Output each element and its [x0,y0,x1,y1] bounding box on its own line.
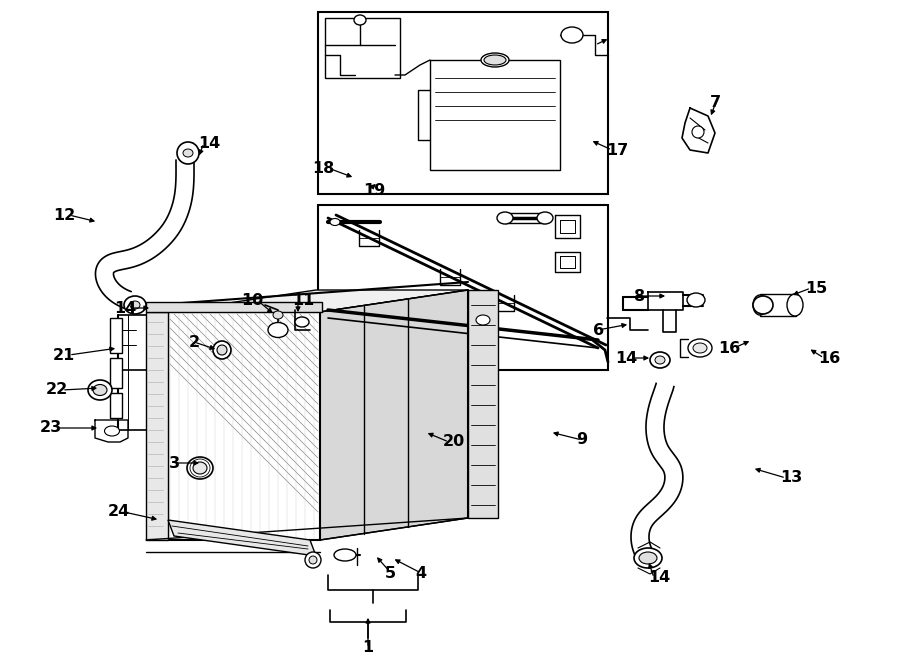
Ellipse shape [693,343,707,353]
Bar [318,205,608,370]
Polygon shape [95,160,194,308]
Bar [146,312,168,540]
Ellipse shape [273,311,283,319]
Bar [468,290,498,518]
Ellipse shape [753,296,773,314]
Bar [760,294,796,316]
Ellipse shape [88,380,112,400]
Text: 16: 16 [818,350,841,365]
Ellipse shape [634,548,662,568]
Text: 4: 4 [415,565,426,581]
Text: 2: 2 [189,334,200,350]
Ellipse shape [650,352,670,368]
Ellipse shape [688,339,712,357]
Text: 13: 13 [780,471,802,485]
Ellipse shape [354,15,366,25]
Ellipse shape [330,218,340,226]
Bar [110,393,122,418]
Text: 17: 17 [606,142,628,158]
Ellipse shape [93,385,107,395]
Ellipse shape [217,345,227,355]
Ellipse shape [753,295,767,315]
Ellipse shape [497,212,513,224]
Ellipse shape [484,55,506,65]
Text: 19: 19 [363,183,385,197]
Ellipse shape [687,293,705,307]
Text: 18: 18 [311,160,334,175]
Text: 15: 15 [805,281,827,295]
Ellipse shape [787,294,803,316]
Ellipse shape [476,315,490,325]
Bar [318,12,608,194]
Text: 1: 1 [363,641,374,655]
Text: 14: 14 [615,350,637,365]
Ellipse shape [193,462,207,474]
Bar [110,358,122,388]
Circle shape [309,556,317,564]
Text: 23: 23 [40,420,62,436]
Ellipse shape [295,317,309,327]
Text: 10: 10 [241,293,263,308]
Ellipse shape [268,322,288,338]
Bar [146,302,322,312]
Bar [168,312,320,540]
Ellipse shape [639,552,657,564]
Circle shape [692,126,704,138]
Bar [430,60,560,170]
Ellipse shape [124,296,146,314]
Text: 21: 21 [53,348,75,363]
Text: 6: 6 [593,322,604,338]
Circle shape [305,552,321,568]
Ellipse shape [104,426,120,436]
Text: 8: 8 [634,289,645,303]
Ellipse shape [334,549,356,561]
Text: 14: 14 [113,301,136,316]
Polygon shape [631,383,683,559]
Ellipse shape [177,142,199,164]
Polygon shape [168,290,468,312]
Text: 16: 16 [718,340,740,355]
Ellipse shape [187,457,213,479]
Ellipse shape [213,341,231,359]
Ellipse shape [481,53,509,67]
Bar [110,318,122,353]
Text: 22: 22 [46,383,68,397]
Polygon shape [320,290,468,540]
Text: 14: 14 [198,136,220,150]
Ellipse shape [130,301,140,309]
Ellipse shape [561,27,583,43]
Text: 11: 11 [292,293,314,308]
Ellipse shape [537,212,553,224]
Text: 7: 7 [710,95,721,109]
Ellipse shape [183,149,193,157]
Text: 20: 20 [443,434,465,449]
Text: 24: 24 [108,504,130,520]
Bar [325,18,400,78]
Text: 3: 3 [169,455,180,471]
Ellipse shape [655,356,665,364]
Text: 5: 5 [385,565,396,581]
Polygon shape [168,520,316,556]
Text: 12: 12 [53,207,75,222]
Text: 9: 9 [576,432,587,448]
Text: 14: 14 [648,571,670,585]
